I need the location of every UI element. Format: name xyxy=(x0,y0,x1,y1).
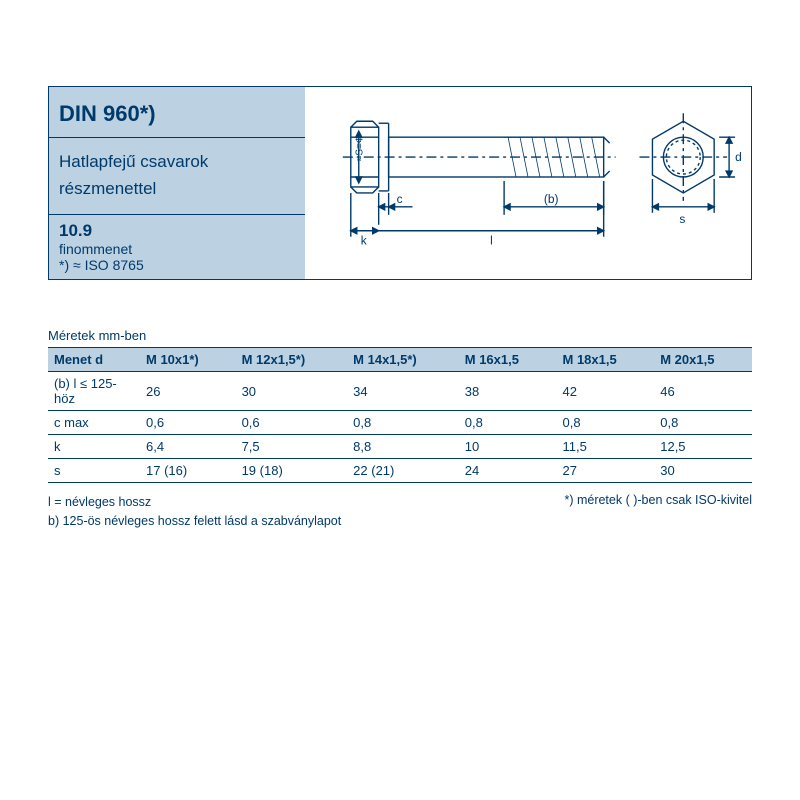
footnote-b: b) 125-ös névleges hossz felett lásd a s… xyxy=(48,512,341,531)
cell: 11,5 xyxy=(557,435,655,459)
col-header: M 12x1,5*) xyxy=(236,348,348,372)
table-row: c max 0,6 0,6 0,8 0,8 0,8 0,8 xyxy=(48,411,752,435)
strength-class: 10.9 xyxy=(59,221,295,241)
col-header: Menet d xyxy=(48,348,140,372)
dimensions-table: Menet d M 10x1*) M 12x1,5*) M 14x1,5*) M… xyxy=(48,347,752,483)
fine-thread-label: finommenet xyxy=(59,241,295,257)
table-row: (b) l ≤ 125-höz 26 30 34 38 42 46 xyxy=(48,372,752,411)
cell: 17 (16) xyxy=(140,459,236,483)
footnote-l: l = névleges hossz xyxy=(48,493,341,512)
dim-k-label: k xyxy=(361,234,367,248)
cell: 34 xyxy=(347,372,459,411)
col-header: M 20x1,5 xyxy=(654,348,752,372)
cell: 10 xyxy=(459,435,557,459)
dim-s-label: s xyxy=(679,212,685,226)
drawing-panel: k c l (b) ≈S=Φ d s xyxy=(305,87,751,279)
header-left-panel: DIN 960*) Hatlapfejű csavarok részmenett… xyxy=(49,87,305,279)
cell: 27 xyxy=(557,459,655,483)
cell: 8,8 xyxy=(347,435,459,459)
cell: 46 xyxy=(654,372,752,411)
cell: 26 xyxy=(140,372,236,411)
col-header: M 18x1,5 xyxy=(557,348,655,372)
standards-cell: 10.9 finommenet *) ≈ ISO 8765 xyxy=(49,215,305,279)
bolt-drawing-icon: k c l (b) ≈S=Φ d s xyxy=(305,87,751,265)
cell: 0,8 xyxy=(654,411,752,435)
cell: 0,8 xyxy=(459,411,557,435)
cell: 24 xyxy=(459,459,557,483)
row-label: (b) l ≤ 125-höz xyxy=(48,372,140,411)
table-row: s 17 (16) 19 (18) 22 (21) 24 27 30 xyxy=(48,459,752,483)
header-box: DIN 960*) Hatlapfejű csavarok részmenett… xyxy=(48,86,752,280)
table-row: k 6,4 7,5 8,8 10 11,5 12,5 xyxy=(48,435,752,459)
table-header-row: Menet d M 10x1*) M 12x1,5*) M 14x1,5*) M… xyxy=(48,348,752,372)
row-label: c max xyxy=(48,411,140,435)
subtitle-line-1: Hatlapfejű csavarok xyxy=(59,152,208,171)
dim-b-label: (b) xyxy=(544,192,559,206)
dim-d-label: d xyxy=(735,150,742,164)
iso-equiv: *) ≈ ISO 8765 xyxy=(59,257,295,273)
col-header: M 16x1,5 xyxy=(459,348,557,372)
row-label: s xyxy=(48,459,140,483)
footnotes-left: l = névleges hossz b) 125-ös névleges ho… xyxy=(48,493,341,531)
cell: 42 xyxy=(557,372,655,411)
cell: 30 xyxy=(236,372,348,411)
page: DIN 960*) Hatlapfejű csavarok részmenett… xyxy=(48,86,752,531)
dim-c-label: c xyxy=(397,192,403,206)
cell: 0,6 xyxy=(140,411,236,435)
cell: 7,5 xyxy=(236,435,348,459)
cell: 19 (18) xyxy=(236,459,348,483)
cell: 12,5 xyxy=(654,435,752,459)
cell: 0,8 xyxy=(557,411,655,435)
cell: 6,4 xyxy=(140,435,236,459)
footnotes: l = névleges hossz b) 125-ös névleges ho… xyxy=(48,493,752,531)
row-label: k xyxy=(48,435,140,459)
cell: 22 (21) xyxy=(347,459,459,483)
cell: 0,8 xyxy=(347,411,459,435)
cell: 30 xyxy=(654,459,752,483)
footnote-iso: *) méretek ( )-ben csak ISO-kivitel xyxy=(564,493,752,507)
subtitle-line-2: részmenettel xyxy=(59,179,156,198)
cell: 0,6 xyxy=(236,411,348,435)
col-header: M 14x1,5*) xyxy=(347,348,459,372)
dimensions-caption: Méretek mm-ben xyxy=(48,328,752,343)
din-title: DIN 960*) xyxy=(49,87,305,138)
dim-l-label: l xyxy=(490,234,493,248)
dim-sphi-label: ≈S=Φ xyxy=(355,135,366,161)
col-header: M 10x1*) xyxy=(140,348,236,372)
cell: 38 xyxy=(459,372,557,411)
product-subtitle: Hatlapfejű csavarok részmenettel xyxy=(49,138,305,215)
